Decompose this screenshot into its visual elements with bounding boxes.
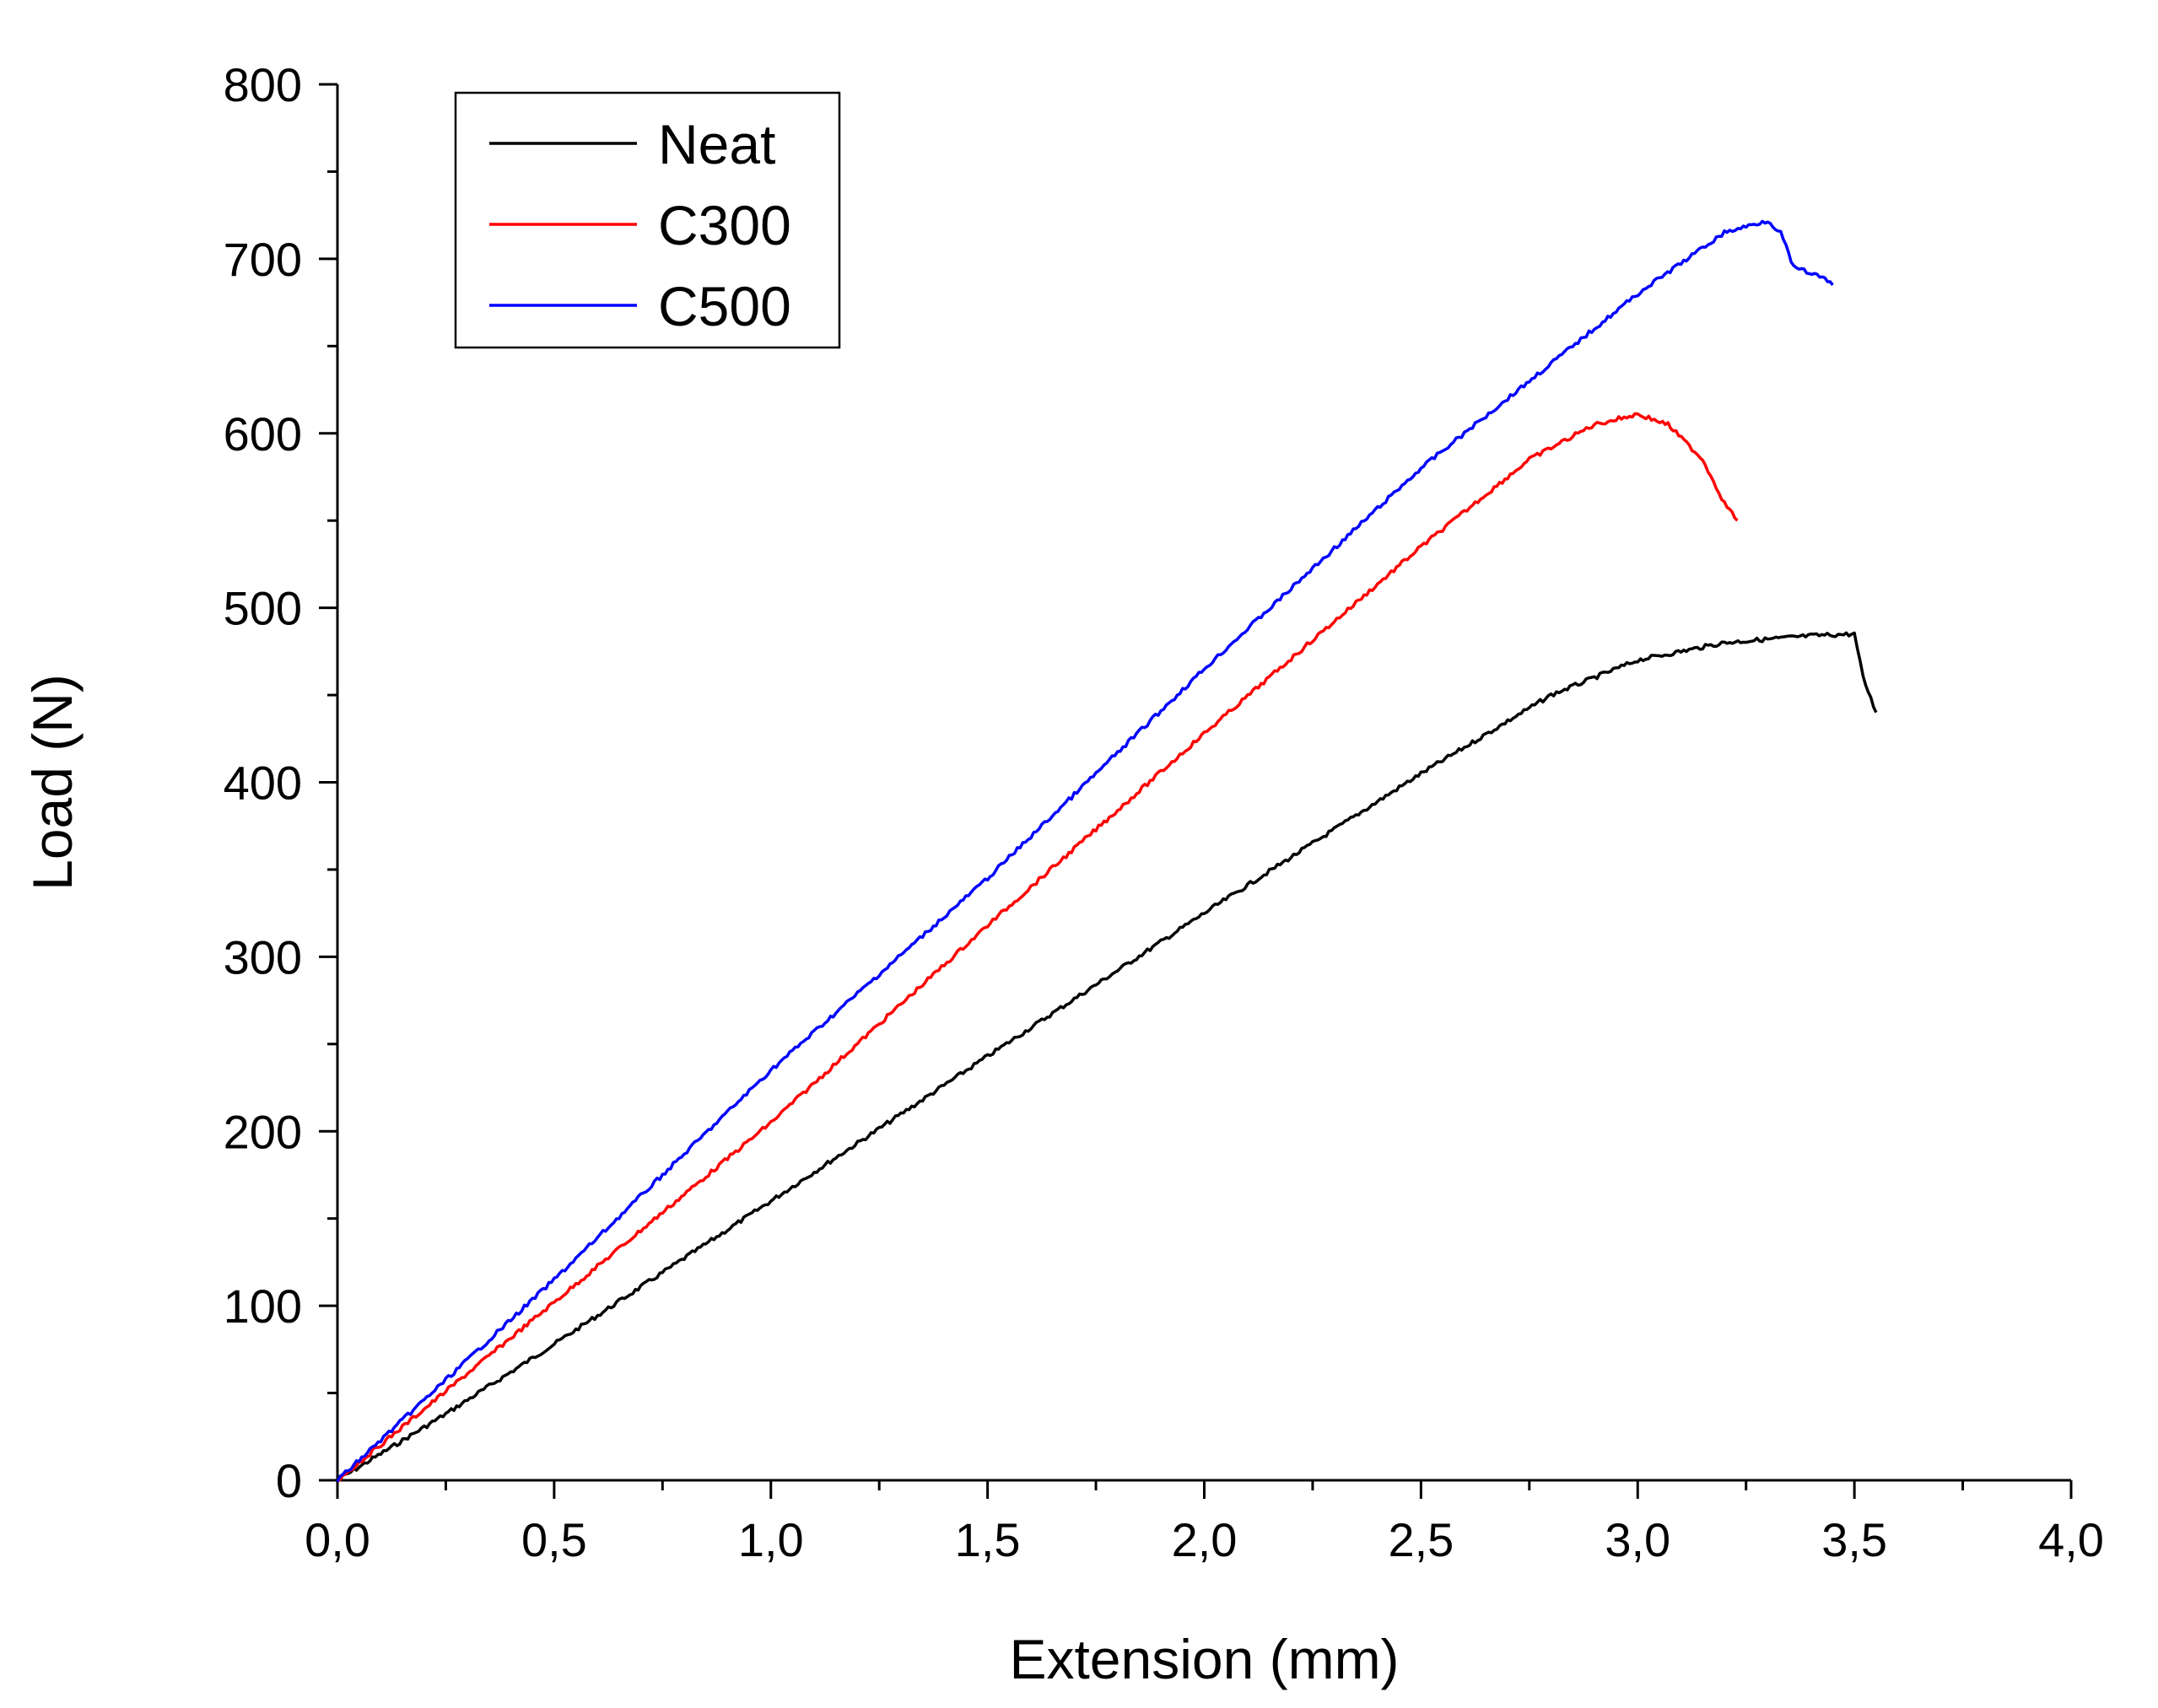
x-tick-label: 0,0 (305, 1513, 370, 1566)
legend: Neat C300 C500 (454, 91, 841, 349)
legend-label-c300: C300 (658, 194, 791, 256)
y-tick-label: 600 (224, 407, 302, 461)
x-tick-label: 0,5 (521, 1513, 587, 1566)
x-axis-title: Extension (mm) (1009, 1628, 1399, 1690)
y-ticks: 0 100 200 300 400 500 600 700 800 (224, 58, 337, 1507)
y-tick-label: 300 (224, 930, 302, 983)
y-tick-label: 200 (224, 1105, 302, 1158)
series-line-c300 (337, 412, 1739, 1483)
x-tick-label: 2,5 (1388, 1513, 1454, 1566)
y-axis-title: Load (N) (21, 674, 84, 891)
series-layer (336, 219, 1878, 1483)
legend-items: Neat C300 C500 (489, 113, 791, 337)
x-tick-label: 1,0 (738, 1513, 804, 1566)
legend-label-c500: C500 (658, 275, 791, 337)
x-ticks: 0,0 0,5 1,0 1,5 2,0 2,5 3,0 3,5 4,0 (305, 1480, 2104, 1566)
legend-label-neat: Neat (658, 113, 775, 175)
x-tick-label: 3,5 (1821, 1513, 1887, 1566)
y-tick-label: 700 (224, 233, 302, 286)
x-tick-label: 1,5 (955, 1513, 1021, 1566)
x-tick-label: 3,0 (1605, 1513, 1670, 1566)
y-tick-label: 400 (224, 757, 302, 810)
series-line-c500 (336, 219, 1834, 1483)
y-tick-label: 100 (224, 1280, 302, 1333)
y-tick-label: 0 (276, 1454, 302, 1507)
y-tick-label: 500 (224, 582, 302, 635)
series-line-neat (337, 631, 1878, 1482)
y-tick-label: 800 (224, 58, 302, 111)
x-tick-label: 2,0 (1172, 1513, 1238, 1566)
axes-layer: 0,0 0,5 1,0 1,5 2,0 2,5 3,0 3,5 4,0 0 100 200 300 40… (224, 58, 2104, 1566)
x-tick-label: 4,0 (2038, 1513, 2104, 1566)
